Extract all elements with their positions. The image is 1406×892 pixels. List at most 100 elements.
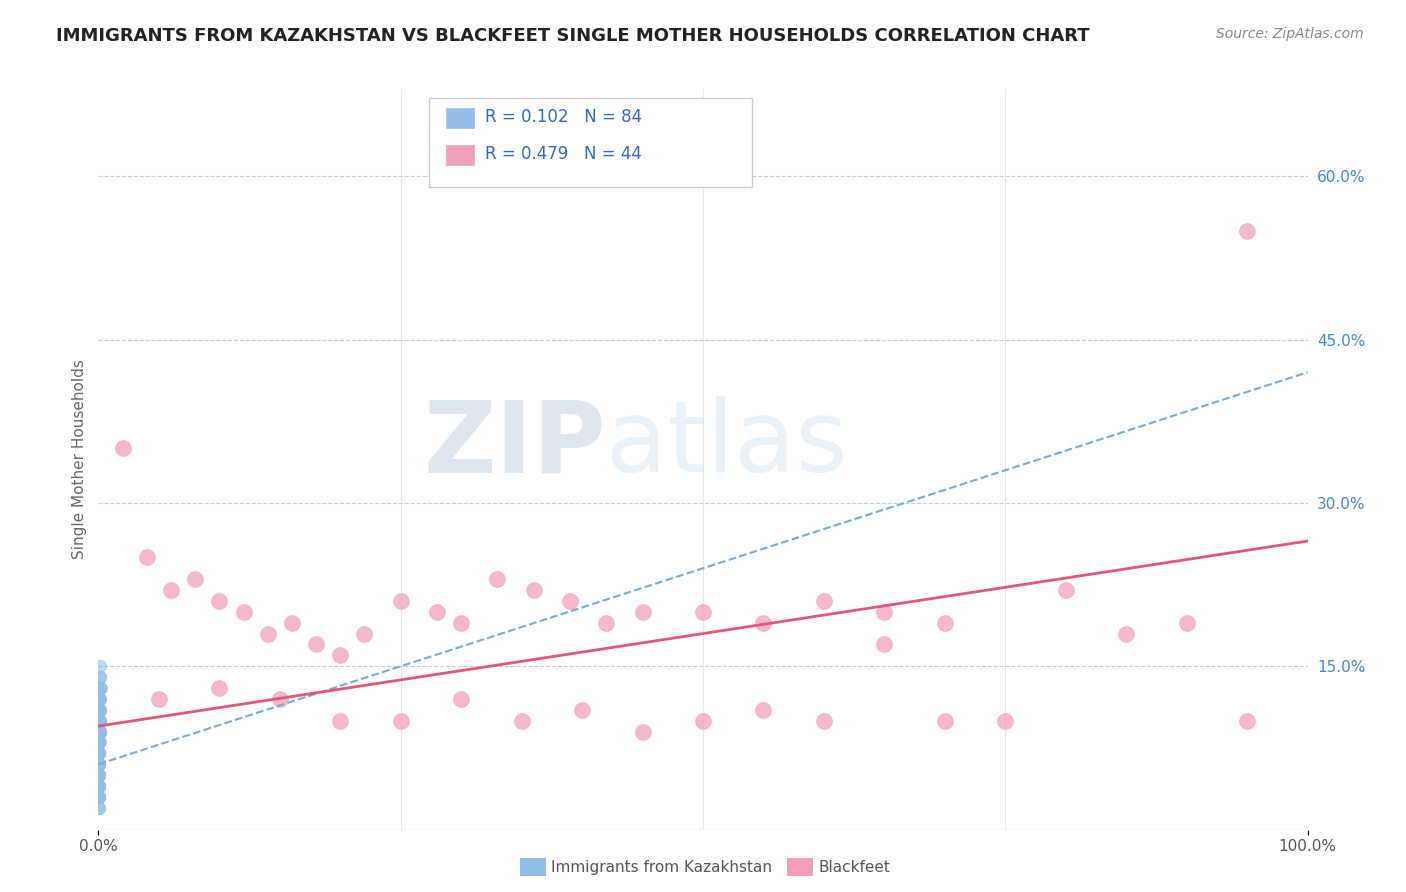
Point — [305, 637, 328, 651]
Text: Immigrants from Kazakhstan: Immigrants from Kazakhstan — [551, 860, 772, 874]
Point — [87, 747, 110, 761]
Point — [89, 659, 111, 673]
Point — [89, 747, 111, 761]
Point — [256, 626, 278, 640]
Point — [571, 703, 593, 717]
Point — [87, 714, 110, 728]
Point — [89, 747, 111, 761]
Point — [558, 594, 581, 608]
Point — [89, 757, 111, 772]
Point — [89, 724, 111, 739]
Point — [89, 735, 111, 749]
Point — [89, 747, 111, 761]
Point — [1115, 626, 1137, 640]
Point — [148, 692, 170, 706]
Point — [87, 757, 110, 772]
Point — [89, 714, 111, 728]
Point — [208, 594, 231, 608]
Point — [89, 724, 111, 739]
Point — [934, 714, 956, 728]
Point — [87, 779, 110, 793]
Point — [873, 605, 896, 619]
Point — [87, 757, 110, 772]
Point — [523, 582, 546, 597]
Point — [87, 757, 110, 772]
Point — [450, 692, 472, 706]
Point — [87, 724, 110, 739]
Point — [87, 768, 110, 782]
Point — [89, 681, 111, 695]
Text: ZIP: ZIP — [423, 396, 606, 493]
Point — [692, 714, 714, 728]
Point — [89, 703, 111, 717]
Point — [87, 735, 110, 749]
Point — [89, 735, 111, 749]
Point — [89, 724, 111, 739]
Point — [87, 779, 110, 793]
Point — [1236, 224, 1258, 238]
Point — [510, 714, 533, 728]
Point — [353, 626, 375, 640]
Point — [87, 789, 110, 804]
Point — [269, 692, 291, 706]
Y-axis label: Single Mother Households: Single Mother Households — [72, 359, 87, 559]
Point — [934, 615, 956, 630]
Point — [692, 605, 714, 619]
Point — [87, 768, 110, 782]
Point — [89, 714, 111, 728]
Point — [426, 605, 449, 619]
Point — [89, 703, 111, 717]
Point — [89, 724, 111, 739]
Point — [89, 670, 111, 684]
Point — [89, 714, 111, 728]
Point — [87, 768, 110, 782]
Point — [87, 768, 110, 782]
Text: Source: ZipAtlas.com: Source: ZipAtlas.com — [1216, 27, 1364, 41]
Point — [89, 724, 111, 739]
Point — [89, 703, 111, 717]
Point — [87, 757, 110, 772]
Point — [486, 572, 509, 586]
Point — [87, 789, 110, 804]
Point — [89, 692, 111, 706]
Point — [87, 801, 110, 815]
Point — [89, 703, 111, 717]
Point — [329, 648, 352, 663]
Point — [631, 605, 654, 619]
Point — [89, 735, 111, 749]
Text: R = 0.102   N = 84: R = 0.102 N = 84 — [485, 108, 643, 126]
Point — [89, 724, 111, 739]
Point — [87, 779, 110, 793]
Point — [450, 615, 472, 630]
Point — [631, 724, 654, 739]
Point — [89, 703, 111, 717]
Point — [89, 735, 111, 749]
Point — [752, 615, 775, 630]
Point — [87, 724, 110, 739]
Point — [389, 594, 412, 608]
Point — [89, 724, 111, 739]
Point — [89, 692, 111, 706]
Point — [87, 789, 110, 804]
Point — [281, 615, 304, 630]
Point — [89, 714, 111, 728]
Point — [89, 692, 111, 706]
Point — [873, 637, 896, 651]
Point — [89, 703, 111, 717]
Point — [89, 747, 111, 761]
Point — [90, 681, 112, 695]
Point — [994, 714, 1017, 728]
Point — [89, 714, 111, 728]
Point — [87, 779, 110, 793]
Point — [89, 692, 111, 706]
Point — [87, 768, 110, 782]
Point — [87, 757, 110, 772]
Point — [89, 724, 111, 739]
Point — [89, 747, 111, 761]
Point — [1236, 714, 1258, 728]
Text: R = 0.479   N = 44: R = 0.479 N = 44 — [485, 145, 643, 163]
Point — [111, 442, 134, 456]
Point — [87, 757, 110, 772]
Point — [232, 605, 254, 619]
Point — [89, 735, 111, 749]
